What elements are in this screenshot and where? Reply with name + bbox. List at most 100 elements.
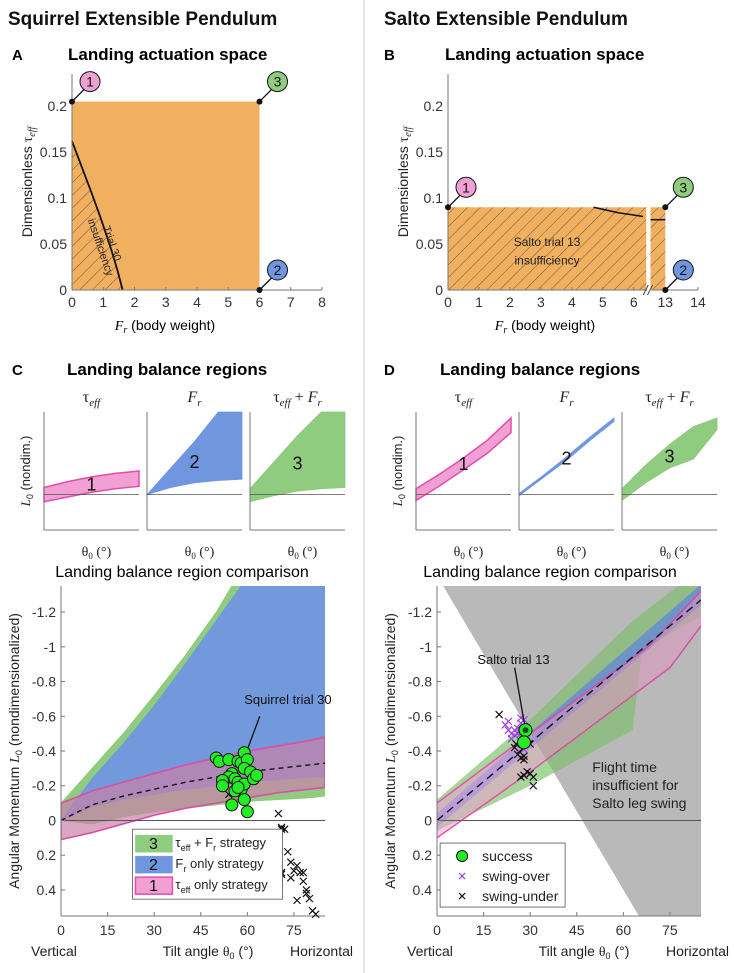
legend-swatch-number: 2 <box>149 857 158 874</box>
corner-badge-label: 2 <box>274 262 282 278</box>
x-tick-label: 75 <box>286 922 302 938</box>
y-axis-label: Dimensionless τeff <box>395 125 414 237</box>
region-label: 3 <box>292 453 302 473</box>
annotation-line2: insufficiency <box>514 253 579 267</box>
panel-b-title: Landing actuation space <box>445 45 644 64</box>
y-tick-label: -0.8 <box>32 674 56 690</box>
swing-under-point <box>529 781 538 790</box>
x-tick-label: 45 <box>193 922 209 938</box>
swing-under-point <box>299 877 308 886</box>
y-axis-label: Dimensionless τeff <box>19 125 38 237</box>
x-axis-label: θ0 (°) <box>185 545 215 561</box>
panel-b-xlabel: Fr (body weight) <box>494 317 595 336</box>
left-column-title: Squirrel Extensible Pendulum <box>8 9 277 30</box>
legend-swatch <box>134 876 174 895</box>
x-tick-label: 4 <box>193 294 201 310</box>
plot-area <box>437 586 701 916</box>
subplot-title: τeff <box>83 389 102 409</box>
success-point <box>216 779 230 793</box>
swing-under-point <box>302 886 311 894</box>
x-tick-label: 30 <box>146 922 162 938</box>
y-tick-label: 0.1 <box>424 190 444 206</box>
x-tick-label: 1 <box>99 294 107 310</box>
corner-point <box>445 204 451 211</box>
legend-label: τeff only strategy <box>175 877 268 895</box>
legend-swatch <box>135 834 173 853</box>
y-tick-label: 0 <box>59 282 67 298</box>
y-tick-label: -0.8 <box>408 674 432 690</box>
corner-badge-label: 2 <box>679 262 687 278</box>
x-right-label: Horizontal <box>290 943 353 959</box>
corner-badge-label: 1 <box>462 179 470 195</box>
region-1-lower-edge <box>437 625 701 839</box>
insufficiency-hatch <box>72 141 123 290</box>
y-tick-label: 0.2 <box>413 847 433 863</box>
panel-c-title: Landing balance regions <box>67 360 267 379</box>
y-tick-label: 0.05 <box>40 236 67 252</box>
corner-point <box>662 287 669 293</box>
x-tick-label: 75 <box>662 922 678 938</box>
panel-c-comparison-title: Landing balance region comparison <box>55 564 309 581</box>
y-tick-label: 0.2 <box>48 98 68 114</box>
region-1 <box>437 591 701 838</box>
y-tick-label: 0.4 <box>37 882 57 898</box>
swing-under-point <box>283 847 292 856</box>
panel-a-title: Landing actuation space <box>68 45 267 64</box>
panel-a-xlabel: Fr (body weight) <box>114 317 215 336</box>
legend-label: τeff + Fr strategy <box>175 835 266 853</box>
y-tick-label: 0.15 <box>40 144 67 160</box>
y-tick-label: -0.4 <box>32 743 56 759</box>
axis-break-mark <box>642 284 649 296</box>
corner-badge <box>672 176 694 198</box>
corner-badge <box>79 71 101 93</box>
panel-label-a: A <box>12 47 23 64</box>
corner-badge-label: 3 <box>274 74 282 90</box>
region-2 <box>518 417 615 497</box>
region-label: 3 <box>664 446 674 466</box>
x-tick-label: 30 <box>522 922 538 938</box>
corner-badge <box>455 176 477 198</box>
panel-label-d: D <box>384 362 395 379</box>
swing-over-point <box>504 717 513 726</box>
x-tick-label: 15 <box>100 922 116 938</box>
y-tick-label: -0.4 <box>408 743 432 759</box>
success-point <box>240 805 254 819</box>
x-tick-label: 8 <box>318 294 326 310</box>
swing-under-point <box>296 868 305 877</box>
corner-badge-label: 3 <box>679 179 687 195</box>
corner-badge-label: 1 <box>86 74 94 90</box>
swing-under-point <box>286 873 295 882</box>
corner-point <box>256 287 263 293</box>
insufficiency-curve <box>593 206 644 218</box>
panel-d-comparison-title: Landing balance region comparison <box>423 564 677 581</box>
annotation-line1: Salto trial 13 <box>514 235 581 249</box>
panel-label-b: B <box>384 47 395 64</box>
swing-under-point <box>286 858 295 867</box>
x-tick-label: 6 <box>256 294 264 310</box>
annotation-leader <box>514 667 527 731</box>
x-tick-label: 0 <box>57 922 65 938</box>
x-axis-label: θ0 (°) <box>660 545 690 561</box>
y-axis-label: Angular Momentum L0 (nondimensionalized) <box>382 613 400 889</box>
swing-under-point <box>520 771 528 780</box>
y-axis-label: Angular Momentum L0 (nondimensionalized) <box>6 613 24 889</box>
swing-under-point <box>290 866 298 875</box>
x-tick-label: 3 <box>537 294 545 310</box>
y-tick-label: -1 <box>44 639 57 655</box>
x-axis-label: Tilt angle θ0 (°) <box>163 943 254 961</box>
legend-label: swing-over <box>482 868 550 884</box>
x-tick-label: 60 <box>616 922 632 938</box>
swing-under-point <box>293 896 301 905</box>
x-axis-label: θ0 (°) <box>82 545 112 561</box>
swing-under-point <box>302 889 311 898</box>
y-tick-label: 0.1 <box>48 190 68 206</box>
y-tick-label: -1.2 <box>32 604 56 620</box>
swing-under-point <box>305 894 314 903</box>
region-label: 1 <box>86 475 96 495</box>
x-axis-label: Tilt angle θ0 (°) <box>539 943 630 961</box>
region-1 <box>415 416 512 502</box>
success-point <box>237 793 251 807</box>
region-2 <box>145 411 243 496</box>
panel-c-comparison-chart: 0 15 30 45 60 75 -1.2 -1 -0.8 -0.6 -0.4 -0.2 0 0.2 0.4… <box>6 586 353 961</box>
legend-marker-success <box>456 850 469 863</box>
